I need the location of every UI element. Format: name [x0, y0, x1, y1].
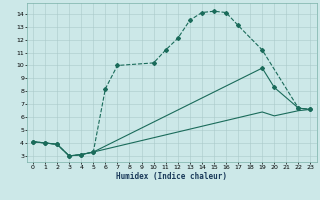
X-axis label: Humidex (Indice chaleur): Humidex (Indice chaleur) [116, 172, 227, 181]
